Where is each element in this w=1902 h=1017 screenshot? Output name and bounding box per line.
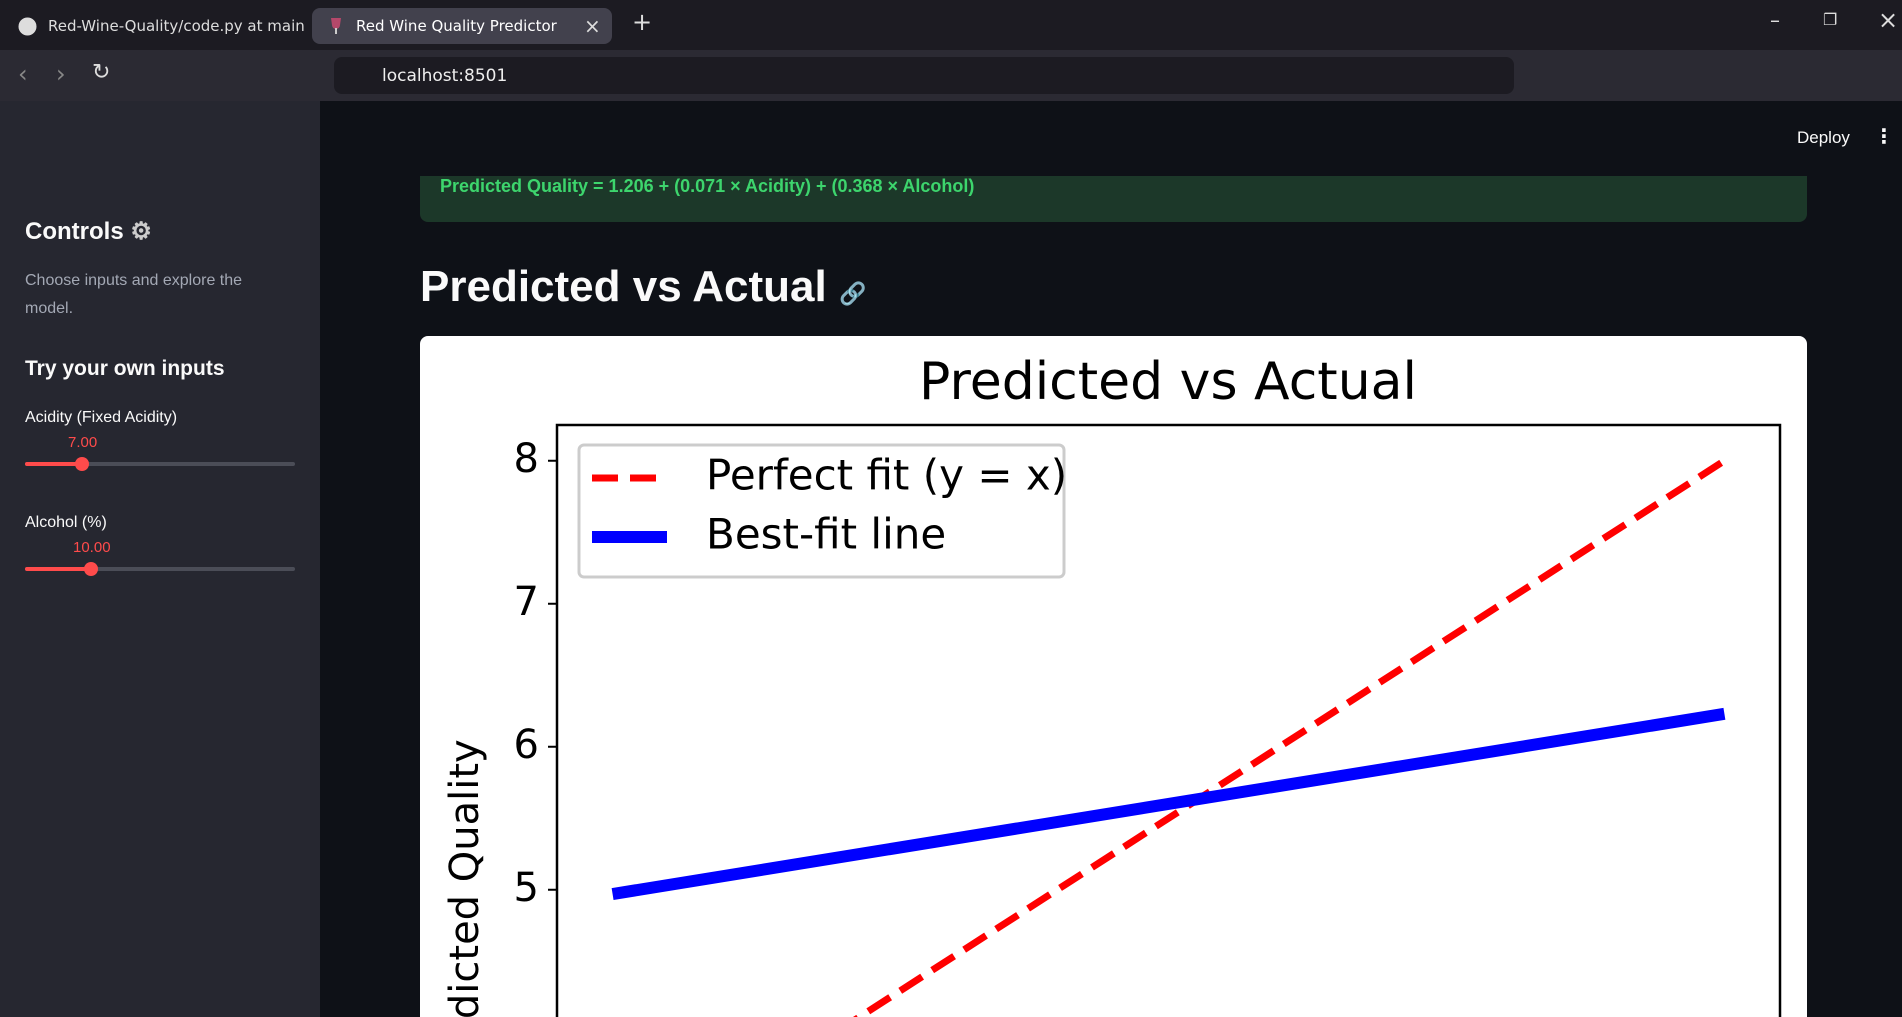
menu[interactable]: ⋮ [1874, 124, 1894, 148]
sidebar: Controls ⚙ Choose inputs and explore the… [0, 101, 320, 1017]
chart-title: Predicted vs Actual [919, 352, 1417, 412]
legend-box [577, 443, 1066, 579]
section-title: Try your own inputs [25, 357, 225, 380]
forward[interactable]: › [56, 60, 66, 88]
tab[interactable]: Red-Wine-Quality/code.py at main · a [14, 8, 304, 44]
legend-label: Perfect fit (y = x) [706, 451, 1067, 500]
close-tab[interactable]: × [584, 14, 601, 38]
y-tick-label: 5 [514, 865, 539, 911]
equation: Predicted Quality = 1.206 + (0.071 × Aci… [440, 176, 975, 196]
legend-label: Best-fit line [706, 510, 946, 559]
chart: Predicted vs Actual Predicted Quality 5 6… [442, 352, 1782, 1017]
anchor-link[interactable]: 🔗 [838, 281, 867, 306]
success-box: Predicted Quality = 1.206 + (0.071 × Aci… [420, 176, 1807, 222]
heading-text: Predicted vs Actual [420, 262, 827, 311]
slider-track[interactable] [25, 462, 295, 466]
github-icon [18, 17, 37, 36]
series-line [611, 707, 1726, 900]
slider-label: Alcohol (%) [25, 514, 107, 531]
sidebar-description: Choose inputs and explore the model. [25, 272, 243, 317]
slider-track[interactable] [25, 567, 295, 571]
slider-label: Acidity (Fixed Acidity) [25, 409, 178, 426]
tab-title: Red-Wine-Quality/code.py at main · a [48, 17, 304, 35]
sidebar-title: Controls ⚙ [25, 217, 152, 246]
restore[interactable]: ❐ [1823, 10, 1838, 29]
tab-active[interactable]: Red Wine Quality Predictor × [312, 8, 612, 44]
gear-icon: ⚙ [130, 218, 152, 245]
heading: Predicted vs Actual 🔗 [420, 262, 866, 312]
close[interactable]: × [1878, 6, 1899, 34]
reload[interactable]: ↻ [92, 60, 111, 85]
wine-icon [331, 18, 341, 34]
chart-card: Predicted vs Actual Predicted Quality 5 6… [420, 336, 1807, 1017]
tab-title: Red Wine Quality Predictor [356, 17, 557, 35]
y-tick-label: 8 [514, 436, 539, 482]
slider-thumb[interactable] [84, 562, 98, 576]
sidebar-title-text: Controls [25, 218, 124, 245]
back[interactable]: ‹ [18, 60, 28, 88]
slider-fill [25, 462, 82, 466]
y-tick-label: 6 [514, 722, 539, 768]
y-axis-label: Predicted Quality [442, 739, 488, 1017]
tab-bar: Red-Wine-Quality/code.py at main · a Red… [0, 0, 1902, 50]
address-bar: ‹ › ↻ localhost:8501 [0, 50, 1902, 101]
url: localhost:8501 [382, 66, 508, 86]
slider-thumb[interactable] [75, 457, 89, 471]
slider-value: 7.00 [68, 434, 98, 451]
slider-fill [25, 567, 91, 571]
plot-frame [555, 423, 1782, 1017]
url-field[interactable]: localhost:8501 [334, 57, 1514, 94]
minimize[interactable]: – [1770, 8, 1780, 32]
new-tab[interactable]: + [632, 8, 653, 36]
series-line [852, 457, 1727, 1017]
y-tick-label: 7 [514, 579, 539, 625]
slider-value: 10.00 [73, 539, 111, 556]
deploy-button[interactable]: Deploy [1797, 128, 1850, 147]
